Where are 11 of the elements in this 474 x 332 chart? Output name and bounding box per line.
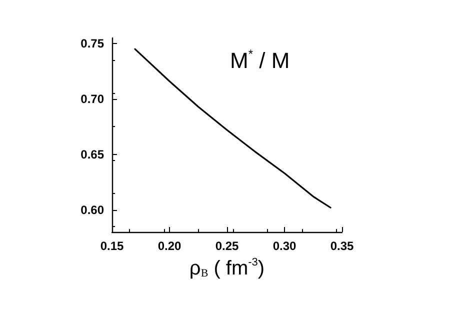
y-tick-label: 0.60 bbox=[80, 202, 104, 217]
line-series bbox=[134, 48, 332, 208]
y-tick-label: 0.70 bbox=[80, 92, 104, 106]
x-tick-label: 0.20 bbox=[158, 239, 182, 253]
x-tick-label: 0.35 bbox=[330, 239, 354, 253]
annotation: M* / M bbox=[230, 47, 290, 74]
y-tick-label: 0.75 bbox=[80, 36, 104, 51]
x-tick-label: 0.30 bbox=[272, 239, 296, 253]
y-tick-label: 0.65 bbox=[80, 147, 104, 162]
x-tick-label: 0.15 bbox=[100, 239, 124, 253]
x-tick-label: 0.25 bbox=[215, 239, 239, 253]
